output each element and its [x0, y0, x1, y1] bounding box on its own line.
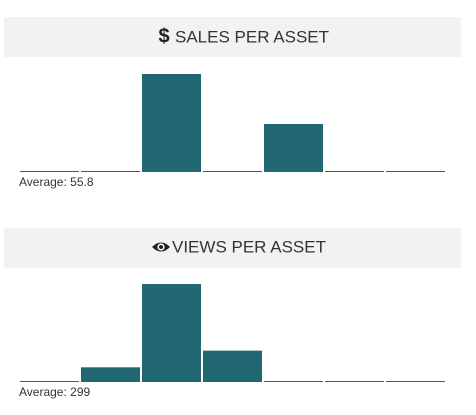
bar: [386, 171, 445, 172]
header-bg: [4, 228, 461, 268]
header-bg: [4, 17, 461, 57]
bar: [142, 284, 201, 382]
bar: [325, 171, 384, 172]
bar: [264, 381, 323, 382]
header-icon: $: [158, 25, 169, 47]
bar: [203, 350, 262, 382]
eye-icon: [152, 242, 170, 252]
chart-title: SALES PER ASSET: [175, 27, 329, 46]
bar: [264, 123, 323, 172]
footer: Average: 299: [19, 385, 90, 399]
bar: [325, 381, 384, 382]
chart-title: VIEWS PER ASSET: [172, 237, 326, 256]
bar: [142, 74, 201, 172]
footer: Average: 55.8: [19, 175, 94, 189]
bar: [81, 367, 140, 382]
bar: [81, 171, 140, 172]
bar: [203, 171, 262, 172]
bar: [386, 381, 445, 382]
bar: [20, 381, 79, 382]
bar: [20, 171, 79, 172]
